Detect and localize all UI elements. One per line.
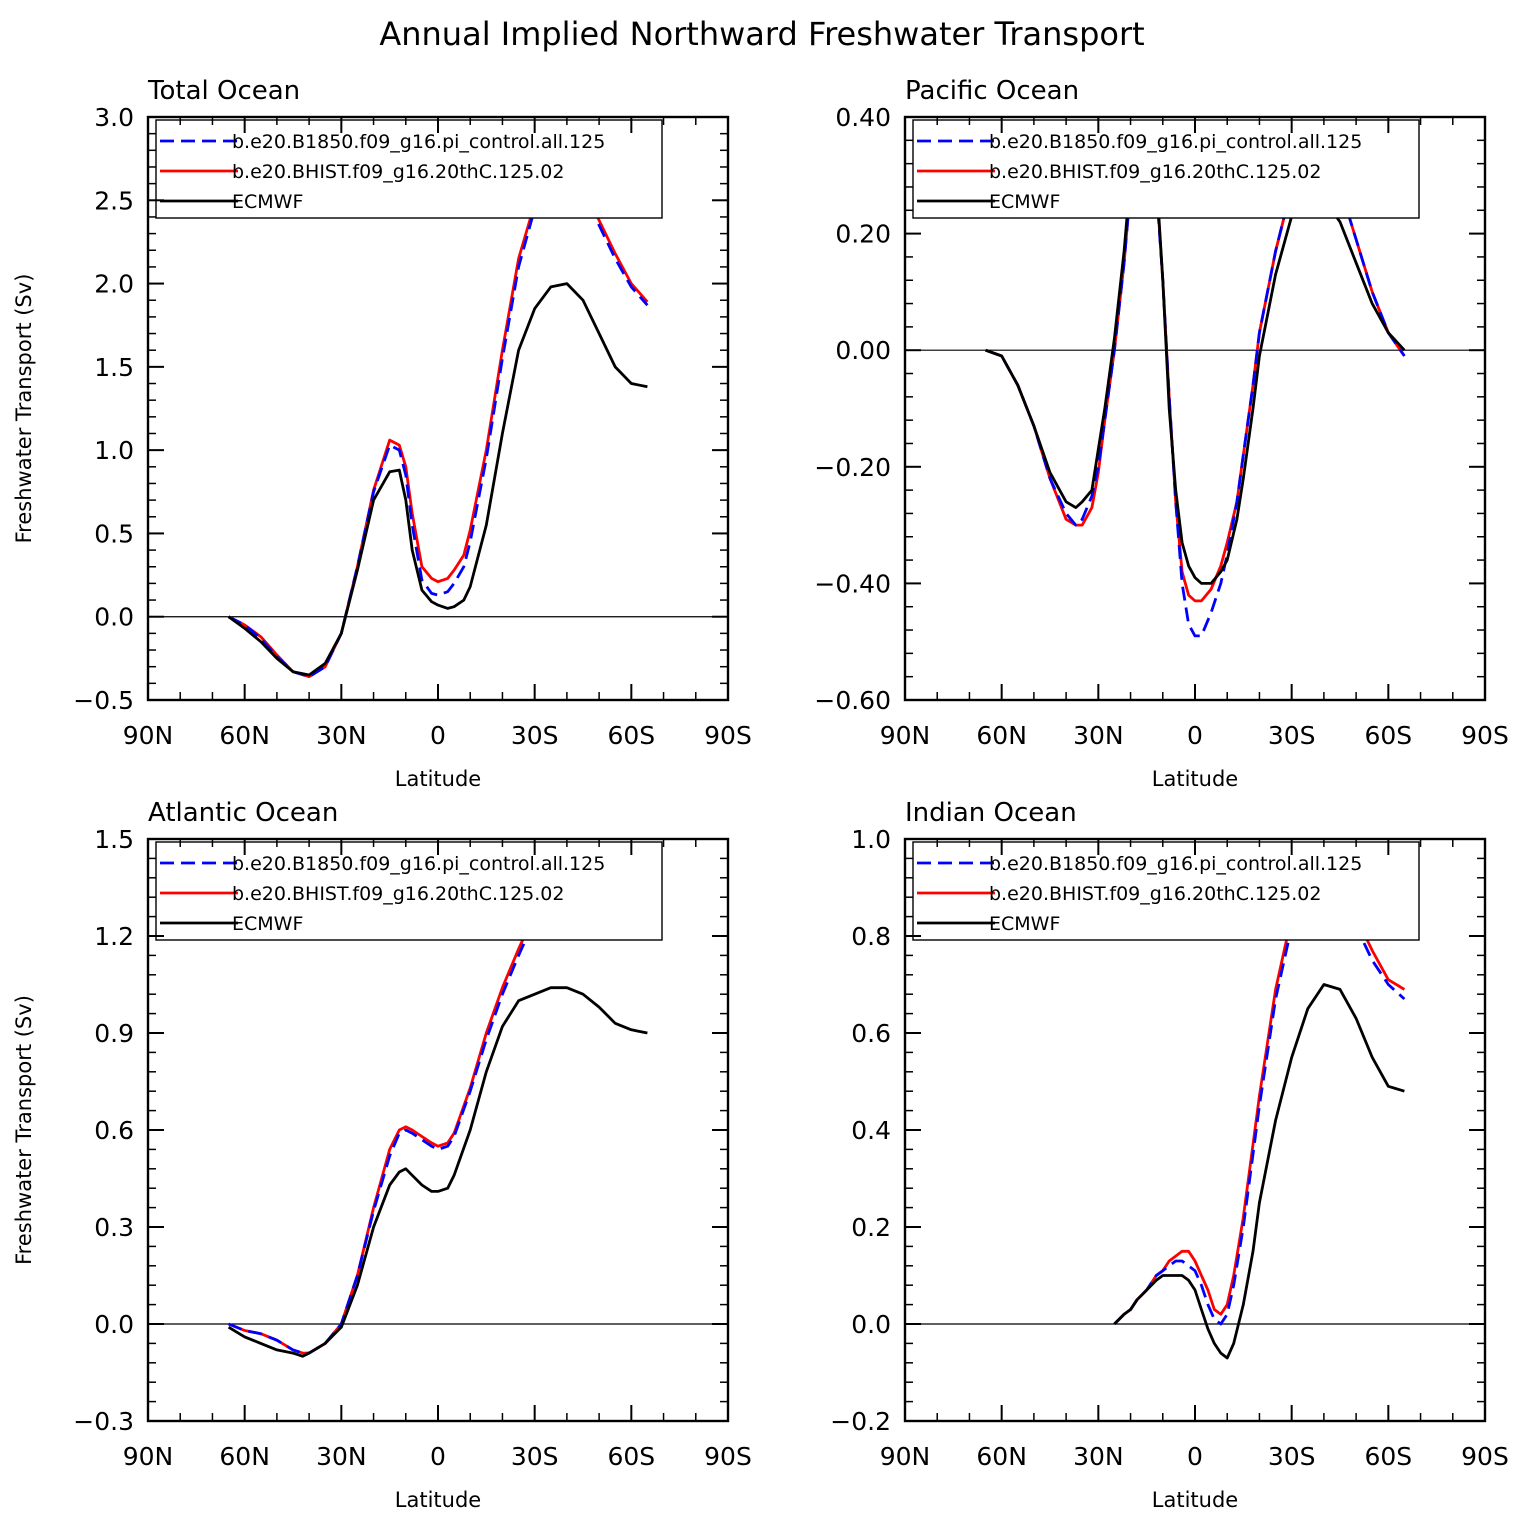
- x-tick-label: 90S: [704, 1442, 752, 1471]
- y-tick-label: 0.0: [851, 1310, 891, 1339]
- y-tick-label: −0.5: [73, 686, 134, 715]
- y-tick-label: 1.0: [94, 436, 134, 465]
- y-tick-label: 0.0: [94, 603, 134, 632]
- y-tick-label: 0.40: [835, 103, 891, 132]
- y-tick-label: 0.8: [851, 922, 891, 951]
- legend-box: [912, 119, 1420, 219]
- x-tick-label: 30S: [511, 721, 559, 750]
- legend-entry-3: ECMWF: [989, 191, 1060, 213]
- legend-entry-2: b.e20.BHIST.f09_g16.20thC.125.02: [989, 161, 1321, 183]
- legend-box: [912, 841, 1420, 941]
- series-line-2: [227, 172, 649, 679]
- legend-entry-3: ECMWF: [232, 913, 303, 935]
- x-tick-label: 30N: [1073, 1442, 1124, 1471]
- x-tick-label: 90N: [123, 721, 174, 750]
- series-line-1: [1113, 876, 1406, 1326]
- x-tick-label: 30S: [1268, 1442, 1316, 1471]
- legend-entry-2: b.e20.BHIST.f09_g16.20thC.125.02: [232, 161, 564, 183]
- y-tick-label: 2.5: [94, 186, 134, 215]
- series-line-3: [227, 282, 648, 677]
- y-tick-label: 1.5: [94, 825, 134, 854]
- series-line-3: [227, 986, 648, 1358]
- y-tick-label: 0.6: [851, 1019, 891, 1048]
- legend-entry-1: b.e20.B1850.f09_g16.pi_control.all.125: [232, 131, 605, 153]
- chart-panel-1: Total Ocean b.e20.B1850.f09_g16.pi_contro…: [12, 76, 752, 791]
- y-tick-label: 0.9: [94, 1019, 134, 1048]
- x-tick-label: 30S: [1268, 721, 1316, 750]
- x-axis-label: Latitude: [395, 1488, 481, 1512]
- y-tick-label: −0.60: [814, 686, 891, 715]
- legend-box: [155, 119, 663, 219]
- series-line-1: [227, 175, 649, 679]
- x-tick-label: 60S: [607, 1442, 655, 1471]
- series-line-1: [228, 879, 649, 1355]
- x-tick-label: 0: [1187, 1442, 1203, 1471]
- y-tick-label: 3.0: [94, 103, 134, 132]
- x-tick-label: 30N: [1073, 721, 1124, 750]
- y-tick-label: −0.2: [830, 1407, 891, 1436]
- legend-entry-1: b.e20.B1850.f09_g16.pi_control.all.125: [989, 853, 1362, 875]
- y-tick-label: 1.0: [851, 825, 891, 854]
- x-tick-label: 90N: [880, 721, 931, 750]
- y-tick-label: 0.6: [94, 1116, 134, 1145]
- panel-title: Pacific Ocean: [905, 76, 1079, 106]
- y-tick-label: −0.3: [73, 1407, 134, 1436]
- y-tick-label: 2.0: [94, 270, 134, 299]
- x-tick-label: 0: [430, 721, 446, 750]
- legend-entry-3: ECMWF: [989, 913, 1060, 935]
- y-tick-label: 0.2: [851, 1213, 891, 1242]
- x-tick-label: 60N: [976, 1442, 1027, 1471]
- y-tick-label: 0.3: [94, 1213, 134, 1242]
- y-tick-label: −0.20: [814, 453, 891, 482]
- y-axis-label: Freshwater Transport (Sv): [12, 274, 36, 544]
- legend-box: [155, 841, 663, 941]
- x-tick-label: 0: [1187, 721, 1203, 750]
- x-tick-label: 60S: [607, 721, 655, 750]
- chart-panel-3: Atlantic Ocean b.e20.B1850.f09_g16.pi_con…: [12, 798, 752, 1512]
- legend-entry-2: b.e20.BHIST.f09_g16.20thC.125.02: [232, 883, 564, 905]
- x-tick-label: 90S: [1461, 1442, 1509, 1471]
- panel-title: Atlantic Ocean: [148, 798, 338, 828]
- panel-title: Total Ocean: [147, 76, 300, 106]
- legend-entry-1: b.e20.B1850.f09_g16.pi_control.all.125: [989, 131, 1362, 153]
- y-tick-label: 0.20: [835, 220, 891, 249]
- x-axis-label: Latitude: [395, 767, 481, 791]
- y-tick-label: 1.2: [94, 922, 134, 951]
- x-tick-label: 60N: [976, 721, 1027, 750]
- x-tick-label: 30N: [316, 1442, 367, 1471]
- x-tick-label: 60S: [1364, 1442, 1412, 1471]
- y-tick-label: 0.4: [851, 1116, 891, 1145]
- y-tick-label: 1.5: [94, 353, 134, 382]
- x-tick-label: 90N: [880, 1442, 931, 1471]
- x-axis-label: Latitude: [1152, 767, 1238, 791]
- series-line-2: [228, 876, 649, 1355]
- y-tick-label: 0.5: [94, 519, 134, 548]
- chart-panel-4: Indian Ocean b.e20.B1850.f09_g16.pi_contr…: [830, 798, 1509, 1512]
- panel-title: Indian Ocean: [905, 798, 1077, 828]
- legend-entry-3: ECMWF: [232, 191, 303, 213]
- y-tick-label: 0.00: [835, 336, 891, 365]
- x-tick-label: 90S: [704, 721, 752, 750]
- legend-entry-1: b.e20.B1850.f09_g16.pi_control.all.125: [232, 853, 605, 875]
- x-tick-label: 0: [430, 1442, 446, 1471]
- x-tick-label: 90S: [1461, 721, 1509, 750]
- series-line-3: [1113, 983, 1405, 1360]
- y-tick-label: 0.0: [94, 1310, 134, 1339]
- chart-panel-2: Pacific Ocean b.e20.B1850.f09_g16.pi_cont…: [814, 76, 1508, 791]
- x-tick-label: 60N: [219, 1442, 270, 1471]
- x-axis-label: Latitude: [1152, 1488, 1238, 1512]
- x-tick-label: 30N: [316, 721, 367, 750]
- x-tick-label: 60S: [1364, 721, 1412, 750]
- x-tick-label: 60N: [219, 721, 270, 750]
- figure-title: Annual Implied Northward Freshwater Tran…: [379, 15, 1144, 53]
- legend-entry-2: b.e20.BHIST.f09_g16.20thC.125.02: [989, 883, 1321, 905]
- y-tick-label: −0.40: [814, 569, 891, 598]
- x-tick-label: 90N: [123, 1442, 174, 1471]
- y-axis-label: Freshwater Transport (Sv): [12, 995, 36, 1265]
- x-tick-label: 30S: [511, 1442, 559, 1471]
